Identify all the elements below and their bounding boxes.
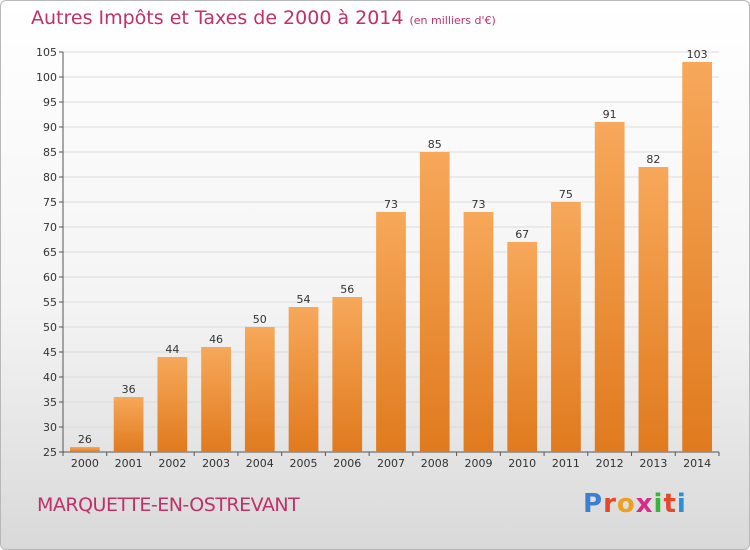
y-tick-label: 50 [43, 321, 57, 334]
logo-letter: t [663, 489, 677, 519]
data-label-2007: 73 [384, 198, 398, 211]
y-tick-label: 25 [43, 446, 57, 459]
x-tick-label: 2003 [202, 457, 230, 470]
data-label-2009: 73 [471, 198, 485, 211]
y-tick-label: 100 [36, 71, 57, 84]
bars [69, 62, 713, 452]
data-label-2010: 67 [515, 228, 529, 241]
data-label-2011: 75 [559, 188, 573, 201]
bar-2009 [463, 212, 494, 452]
y-tick-label: 75 [43, 196, 57, 209]
x-tick-label: 2007 [377, 457, 405, 470]
x-tick-label: 2006 [333, 457, 361, 470]
bar-2013 [638, 167, 669, 452]
x-tick-label: 2014 [683, 457, 711, 470]
chart-unit: (en milliers d'€) [409, 14, 496, 27]
y-tick-label: 80 [43, 171, 57, 184]
y-tick-label: 55 [43, 296, 57, 309]
logo-letter: i [676, 489, 687, 519]
bar-2010 [507, 242, 538, 452]
y-tick-label: 45 [43, 346, 57, 359]
y-tick-label: 85 [43, 146, 57, 159]
proxiti-logo: Proxiti [583, 489, 687, 519]
bar-2011 [551, 202, 581, 452]
bar-2001 [113, 397, 144, 452]
bar-2005 [288, 307, 319, 452]
y-tick-label: 105 [36, 46, 57, 59]
data-label-2001: 36 [122, 383, 136, 396]
data-label-2008: 85 [428, 138, 442, 151]
y-tick-label: 65 [43, 246, 57, 259]
bar-2006 [332, 297, 363, 452]
data-label-2003: 46 [209, 333, 223, 346]
data-label-2012: 91 [603, 108, 617, 121]
logo-letter: o [616, 489, 636, 519]
y-tick-label: 90 [43, 121, 57, 134]
x-tick-label: 2002 [158, 457, 186, 470]
logo-letter: i [653, 489, 664, 519]
bar-2012 [594, 122, 625, 452]
chart-title-text: Autres Impôts et Taxes de 2000 à 2014 [31, 7, 404, 29]
x-tick-label: 2009 [464, 457, 492, 470]
x-tick-label: 2000 [71, 457, 99, 470]
x-tick-label: 2012 [596, 457, 624, 470]
data-label-2013: 82 [646, 153, 660, 166]
bar-2002 [157, 357, 188, 452]
bar-2014 [682, 62, 713, 452]
data-label-2006: 56 [340, 283, 354, 296]
x-tick-label: 2010 [508, 457, 536, 470]
x-tick-label: 2005 [290, 457, 318, 470]
logo-letter: r [603, 489, 617, 519]
logo-letter: x [635, 489, 654, 519]
city-name: MARQUETTE-EN-OSTREVANT [37, 494, 300, 516]
logo-letter: P [583, 489, 604, 519]
x-tick-label: 2013 [639, 457, 667, 470]
bar-2007 [376, 212, 406, 452]
x-tick-label: 2011 [552, 457, 580, 470]
y-tick-label: 70 [43, 221, 57, 234]
data-label-2005: 54 [297, 293, 311, 306]
axes: 25 30 35 40 45 50 55 60 65 70 75 80 85 90 95 100 105 2000… [36, 46, 720, 470]
data-label-2002: 44 [165, 343, 179, 356]
x-tick-label: 2008 [421, 457, 449, 470]
data-label-2004: 50 [253, 313, 267, 326]
y-tick-label: 40 [43, 371, 57, 384]
data-labels: 26 36 44 46 50 54 56 73 85 73 67 75 91 82 103 [78, 48, 708, 446]
bar-2003 [201, 347, 231, 452]
data-label-2014: 103 [687, 48, 708, 61]
chart-title: Autres Impôts et Taxes de 2000 à 2014 (en… [31, 7, 496, 29]
y-tick-label: 35 [43, 396, 57, 409]
x-tick-label: 2001 [115, 457, 143, 470]
x-tick-label: 2004 [246, 457, 274, 470]
y-tick-label: 30 [43, 421, 57, 434]
bar-2008 [419, 152, 450, 452]
y-tick-label: 60 [43, 271, 57, 284]
y-tick-label: 95 [43, 96, 57, 109]
bar-2004 [244, 327, 275, 452]
data-label-2000: 26 [78, 433, 92, 446]
bar-2000 [69, 447, 100, 452]
